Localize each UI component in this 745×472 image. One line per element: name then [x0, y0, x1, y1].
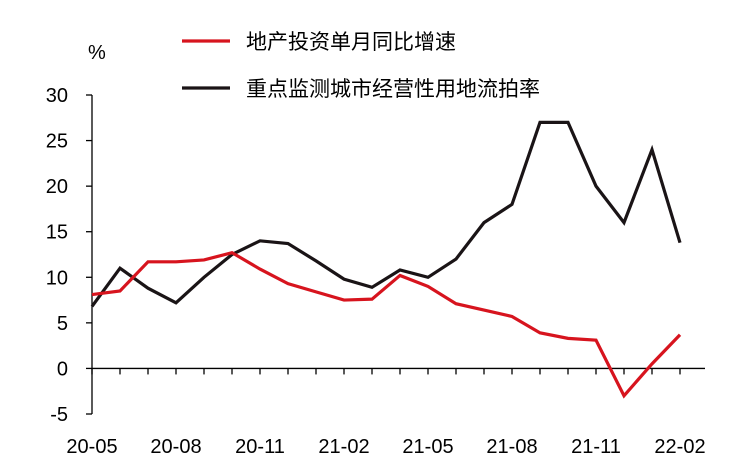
series-line-real-estate-investment	[91, 250, 682, 399]
x-tick-label: 21-02	[318, 436, 369, 458]
y-tick-label: 15	[46, 222, 68, 244]
y-tick-label: 25	[46, 131, 68, 153]
series-line-land-auction-failure-rate	[90, 120, 682, 308]
x-tick-label: 20-11	[235, 436, 285, 458]
x-tick-label: 20-05	[66, 436, 117, 458]
y-tick-label: 10	[46, 267, 68, 289]
axes: -5 0 5 10 15 20 25 30 20-05 20-08 20-11 21-02 21-05 2…	[46, 85, 706, 458]
legend-label: 地产投资单月同比增速	[246, 30, 456, 54]
x-tick-label: 21-11	[571, 436, 621, 458]
x-tick-label: 21-05	[402, 436, 453, 458]
x-tick-label: 21-08	[486, 436, 537, 458]
y-tick-label: 20	[46, 176, 68, 198]
x-tick-label: 22-02	[654, 436, 705, 458]
y-tick-label: 30	[46, 85, 68, 107]
y-tick-label: 0	[57, 358, 68, 380]
y-tick-label: 5	[57, 313, 68, 335]
y-tick-label: -5	[50, 404, 68, 426]
legend-label: 重点监测城市经营性用地流拍率	[246, 77, 540, 101]
y-unit-label: %	[88, 42, 106, 64]
series-layer	[90, 120, 682, 399]
x-tick-label: 20-08	[150, 436, 201, 458]
